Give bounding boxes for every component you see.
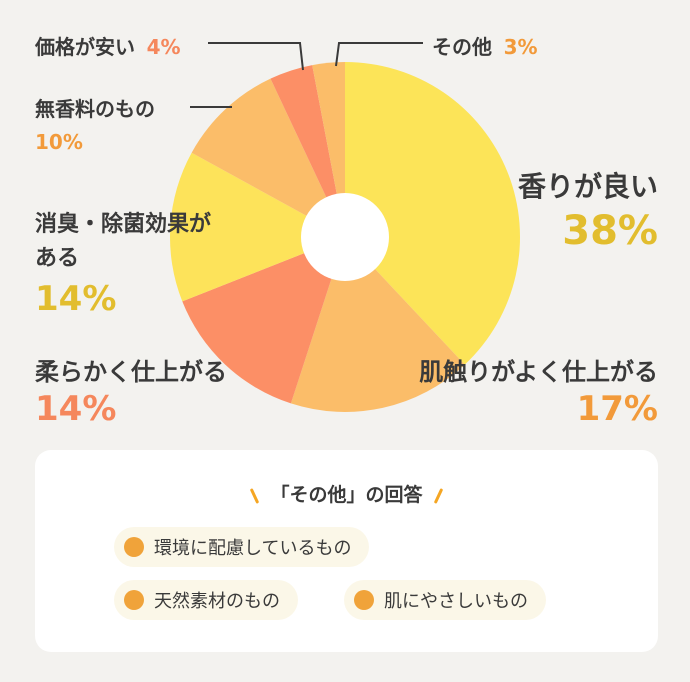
other-answers-title: 「その他」の回答 xyxy=(35,480,658,507)
bullet-dot-icon xyxy=(124,537,144,557)
accent-slash-left xyxy=(250,487,260,504)
slice-label-line2: ある xyxy=(35,246,80,271)
slice-label: 柔らかく仕上がる xyxy=(35,358,227,386)
other-answer-text: 環境に配慮しているもの xyxy=(154,538,352,559)
accent-slash-right xyxy=(433,487,443,504)
label-kaori: 香りが良い 38% xyxy=(518,165,658,257)
pie-slice-5 xyxy=(270,65,345,237)
slice-value: 14% xyxy=(35,279,117,319)
pie-slice-0 xyxy=(345,62,521,365)
other-answer-item: 肌にやさしいもの xyxy=(344,580,546,620)
pie-chart xyxy=(170,42,521,412)
label-sonota: その他 3% xyxy=(432,31,538,60)
pie-slice-2 xyxy=(182,237,345,404)
pie-chart-area: 香りが良い 38% 肌触りがよく仕上がる 17% 柔らかく仕上がる 14% 消臭… xyxy=(35,31,658,431)
bullet-dot-icon xyxy=(124,590,144,610)
other-answer-item: 天然素材のもの xyxy=(114,580,298,620)
leader-line-sonota xyxy=(335,42,423,67)
slice-value: 14% xyxy=(35,389,117,429)
slice-value: 10% xyxy=(35,130,83,154)
slice-value: 4% xyxy=(146,35,181,59)
pie-slice-4 xyxy=(191,78,345,237)
pie-slice-3 xyxy=(170,152,345,302)
slice-value: 38% xyxy=(562,208,658,254)
other-answers-title-text: 「その他」の回答 xyxy=(270,484,423,506)
slice-value: 3% xyxy=(503,35,538,59)
pie-slice-1 xyxy=(290,237,465,412)
pie-slice-6 xyxy=(312,62,345,237)
leader-line-kakaku xyxy=(208,42,304,71)
slice-label: その他 xyxy=(432,35,492,59)
slice-label-line1: 消臭・除菌効果が xyxy=(35,212,212,237)
slice-label: 無香料のもの xyxy=(35,97,155,121)
slice-label: 価格が安い xyxy=(35,35,135,59)
other-answer-text: 天然素材のもの xyxy=(154,591,280,612)
other-answer-item: 環境に配慮しているもの xyxy=(114,527,370,567)
slice-label: 香りが良い xyxy=(517,170,658,203)
other-answers-panel: 「その他」の回答 環境に配慮しているもの 天然素材のもの 肌にやさしいもの xyxy=(35,450,658,652)
label-shoushu: 消臭・除菌効果が ある 14% xyxy=(35,208,211,322)
other-answer-text: 肌にやさしいもの xyxy=(384,591,528,612)
pie-center-hole xyxy=(301,193,389,281)
label-kakaku: 価格が安い 4% xyxy=(35,31,181,60)
label-hadazawari: 肌触りがよく仕上がる 17% xyxy=(419,352,658,431)
label-mukouryou: 無香料のもの 10% xyxy=(35,95,155,161)
slice-value: 17% xyxy=(576,389,658,429)
bullet-dot-icon xyxy=(354,590,374,610)
label-yawaraka: 柔らかく仕上がる 14% xyxy=(35,352,227,431)
slice-label: 肌触りがよく仕上がる xyxy=(419,358,658,386)
